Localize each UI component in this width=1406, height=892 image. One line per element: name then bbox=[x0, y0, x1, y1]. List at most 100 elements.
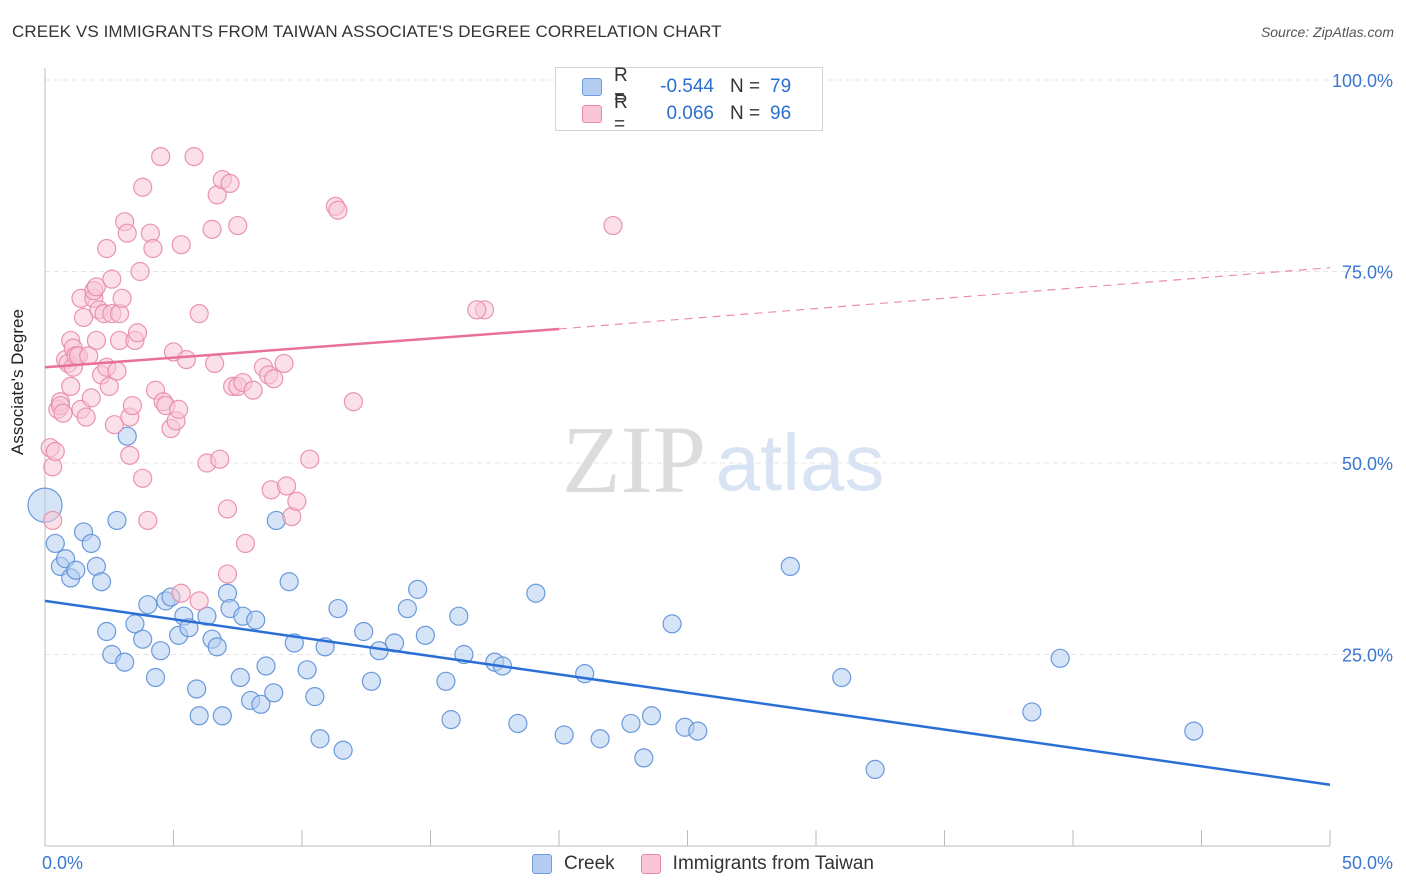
creek-point bbox=[138, 595, 158, 615]
series-creek bbox=[27, 426, 1204, 780]
creek-point bbox=[207, 637, 227, 657]
creek-point bbox=[97, 621, 117, 642]
taiwan-point bbox=[43, 510, 63, 531]
creek-point bbox=[688, 721, 708, 741]
taiwan-point bbox=[220, 173, 240, 194]
taiwan-point bbox=[104, 415, 124, 435]
taiwan-point bbox=[151, 147, 171, 167]
legend-n-label: N = bbox=[730, 103, 761, 124]
taiwan-point bbox=[81, 388, 101, 408]
taiwan-point bbox=[112, 288, 132, 308]
creek-point bbox=[251, 694, 271, 714]
creek-point bbox=[45, 533, 65, 554]
taiwan-point bbox=[130, 261, 150, 282]
creek-point bbox=[81, 533, 101, 554]
legend-r-value: -0.544 bbox=[660, 76, 714, 97]
legend-r-label: R = bbox=[614, 92, 628, 135]
taiwan-point bbox=[122, 395, 142, 416]
taiwan-point bbox=[300, 449, 320, 469]
legend-row-taiwan: R = 0.066 N = 96 bbox=[582, 92, 792, 135]
creek-point bbox=[508, 713, 528, 734]
creek-point bbox=[441, 710, 461, 730]
legend: R = -0.544 N = 79 R = 0.066 N = 96 bbox=[555, 65, 823, 135]
watermark-atlas: atlas bbox=[716, 418, 885, 507]
creek-point bbox=[305, 687, 325, 707]
creek-point bbox=[66, 560, 86, 580]
taiwan-point bbox=[86, 330, 107, 351]
creek-point bbox=[256, 656, 276, 676]
creek-point bbox=[1184, 721, 1204, 741]
creek-point bbox=[284, 633, 304, 653]
taiwan-point bbox=[102, 269, 122, 289]
y-tick-label: 100.0% bbox=[1332, 71, 1393, 91]
taiwan-point bbox=[274, 353, 294, 374]
bottom-legend-creek: Creek bbox=[531, 853, 615, 875]
legend-swatch-taiwan bbox=[582, 105, 602, 123]
y-tick-label: 25.0% bbox=[1342, 646, 1393, 666]
legend-n-label: N = bbox=[730, 76, 761, 97]
legend-n-value: 79 bbox=[770, 76, 792, 97]
axes bbox=[44, 68, 1331, 847]
creek-point bbox=[133, 629, 153, 649]
grid bbox=[45, 79, 1392, 655]
creek-point bbox=[415, 625, 435, 645]
bottom-legend: Creek Immigrants from Taiwan bbox=[0, 853, 1406, 875]
x-tick-label: 0.0% bbox=[42, 853, 83, 873]
source-label: Source: ZipAtlas.com bbox=[1260, 24, 1394, 40]
bottom-legend-taiwan: Immigrants from Taiwan bbox=[640, 853, 874, 875]
creek-point bbox=[279, 572, 299, 592]
creek-point bbox=[115, 652, 135, 672]
creek-point bbox=[832, 667, 852, 688]
creek-point bbox=[780, 556, 800, 577]
taiwan-point bbox=[97, 238, 117, 259]
bottom-legend-swatch-creek bbox=[531, 854, 552, 874]
taiwan-point bbox=[171, 583, 191, 603]
taiwan-point bbox=[169, 399, 189, 419]
creek-point bbox=[246, 610, 266, 630]
creek-point bbox=[526, 583, 546, 603]
taiwan-point bbox=[205, 353, 225, 374]
creek-point bbox=[865, 759, 885, 780]
creek-point bbox=[554, 725, 574, 745]
taiwan-point bbox=[120, 445, 140, 465]
taiwan-point bbox=[86, 277, 107, 297]
taiwan-point bbox=[189, 591, 209, 611]
taiwan-point bbox=[143, 238, 163, 259]
taiwan-point bbox=[276, 476, 297, 496]
creek-point bbox=[354, 621, 374, 642]
legend-n-value: 96 bbox=[770, 103, 792, 124]
series-taiwan bbox=[40, 147, 623, 611]
taiwan-point bbox=[243, 380, 263, 400]
creek-point bbox=[333, 740, 353, 760]
taiwan-point bbox=[264, 369, 284, 389]
creek-point bbox=[590, 729, 610, 749]
chart-title: CREEK VS IMMIGRANTS FROM TAIWAN ASSOCIAT… bbox=[12, 22, 722, 41]
y-tick-label: 75.0% bbox=[1342, 263, 1393, 283]
taiwan-point bbox=[343, 392, 363, 412]
taiwan-point bbox=[228, 215, 248, 236]
taiwan-point bbox=[202, 219, 222, 239]
creek-point bbox=[397, 598, 417, 619]
creek-point bbox=[189, 706, 209, 726]
creek-point bbox=[408, 579, 428, 599]
legend-swatch-creek bbox=[582, 78, 602, 96]
creek-point bbox=[91, 572, 112, 592]
taiwan-point bbox=[53, 403, 73, 423]
creek-point bbox=[117, 426, 137, 446]
trend-line-creek bbox=[44, 599, 1331, 786]
creek-point bbox=[230, 667, 250, 688]
creek-point bbox=[662, 614, 682, 634]
creek-point bbox=[145, 667, 166, 688]
creek-point bbox=[310, 729, 330, 749]
trend-line-taiwan-dashed bbox=[558, 267, 1331, 330]
taiwan-point bbox=[133, 468, 153, 488]
watermark-zip: ZIP bbox=[562, 406, 706, 513]
taiwan-point bbox=[73, 307, 94, 328]
bottom-legend-swatch-taiwan bbox=[640, 854, 661, 874]
taiwan-point bbox=[133, 177, 153, 197]
taiwan-point bbox=[287, 491, 307, 511]
taiwan-point bbox=[217, 499, 238, 519]
creek-point bbox=[1022, 702, 1042, 722]
taiwan-point bbox=[467, 300, 487, 320]
